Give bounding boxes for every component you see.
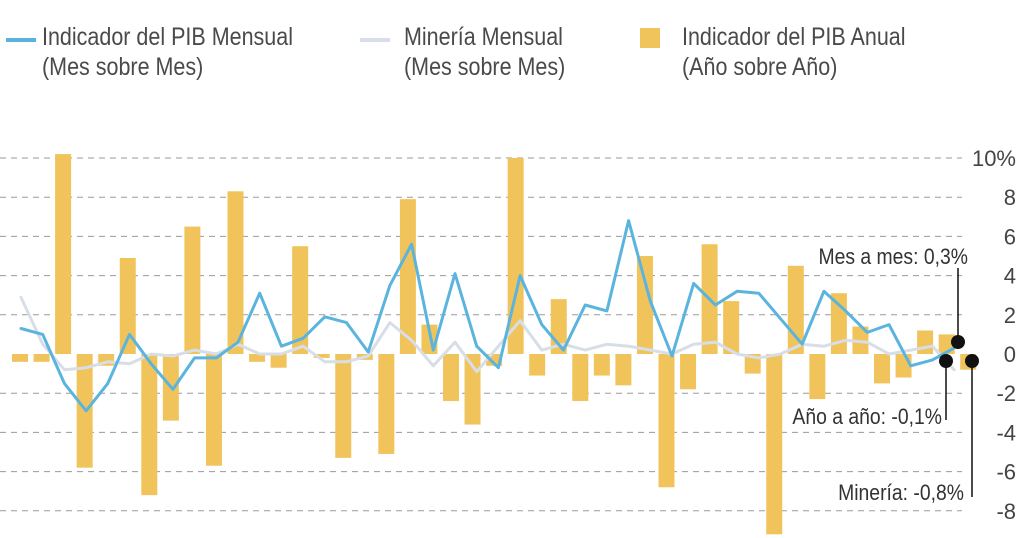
legend-swatch-annual-gdp <box>640 28 660 48</box>
annual-bar <box>33 354 50 362</box>
annual-bar <box>335 354 352 458</box>
annual-bar <box>378 354 395 454</box>
legend-monthly-gdp-line2: (Mes sobre Mes) <box>42 53 204 81</box>
annual-bar <box>443 354 459 402</box>
series-lines <box>19 219 956 413</box>
legend-swatch-monthly-gdp <box>6 38 36 42</box>
y-tick-label: -4 <box>996 420 1016 445</box>
y-tick-label: 0 <box>1004 342 1016 367</box>
annual-bar <box>809 354 826 400</box>
y-tick-label: 6 <box>1004 224 1016 249</box>
legend-annual-gdp-line1: Indicador del PIB Anual <box>682 23 906 51</box>
annual-bar <box>636 256 653 354</box>
annual-bar <box>249 354 266 362</box>
annotation-dot-mining <box>965 354 979 368</box>
legend-annual-gdp-line2: (Año sobre Año) <box>682 53 838 81</box>
annual-bar <box>292 246 309 354</box>
annual-bar <box>615 354 632 386</box>
annual-bar <box>917 330 934 354</box>
annual-bar <box>12 354 28 362</box>
y-tick-label: 2 <box>1004 303 1016 328</box>
legend-label-annual-gdp: Indicador del PIB Anual (Año sobre Año) <box>682 22 906 82</box>
annual-bar <box>680 354 697 390</box>
annotations: Mes a mes: 0,3% Año a año: -0,1% Minería… <box>792 245 979 505</box>
annual-bar <box>723 301 740 354</box>
monthly-gdp-line <box>19 219 956 413</box>
annual-bar <box>766 354 783 535</box>
y-tick-label: 10% <box>972 146 1016 171</box>
annual-bar <box>529 354 546 376</box>
annual-bar <box>399 199 416 354</box>
annual-bar <box>313 354 330 358</box>
annual-bar <box>205 354 222 466</box>
y-tick-label: -8 <box>996 499 1016 524</box>
legend-mining-line1: Minería Mensual <box>404 23 563 51</box>
legend-monthly-gdp-line1: Indicador del PIB Mensual <box>42 23 293 51</box>
y-tick-label: -2 <box>996 381 1016 406</box>
chart-legend: Indicador del PIB Mensual (Mes sobre Mes… <box>0 22 1024 92</box>
annotation-mining: Minería: -0,8% <box>838 481 964 505</box>
annual-bar <box>141 354 158 496</box>
annual-bar <box>270 354 287 368</box>
annual-bar <box>787 265 804 354</box>
annotation-month: Mes a mes: 0,3% <box>818 245 968 269</box>
annotation-dot-year <box>939 354 953 368</box>
legend-label-monthly-gdp: Indicador del PIB Mensual (Mes sobre Mes… <box>42 22 293 82</box>
annual-bar <box>227 191 244 354</box>
annotation-dot-month <box>951 335 965 349</box>
annual-bar <box>184 226 201 354</box>
y-tick-label: -6 <box>996 460 1016 485</box>
annual-bar <box>55 154 72 354</box>
annotation-year: Año a año: -0,1% <box>792 405 942 429</box>
y-tick-label: 4 <box>1004 264 1016 289</box>
annual-bar <box>658 354 675 488</box>
annual-bar <box>119 257 136 354</box>
annual-bar <box>98 354 115 366</box>
annual-bar <box>486 354 503 366</box>
annual-bar <box>593 354 610 376</box>
legend-label-mining: Minería Mensual (Mes sobre Mes) <box>404 22 565 82</box>
annual-bar <box>572 354 589 402</box>
annual-bar <box>874 354 890 384</box>
legend-mining-line2: (Mes sobre Mes) <box>404 53 566 81</box>
y-tick-label: 8 <box>1004 185 1016 210</box>
legend-swatch-mining <box>360 38 390 42</box>
